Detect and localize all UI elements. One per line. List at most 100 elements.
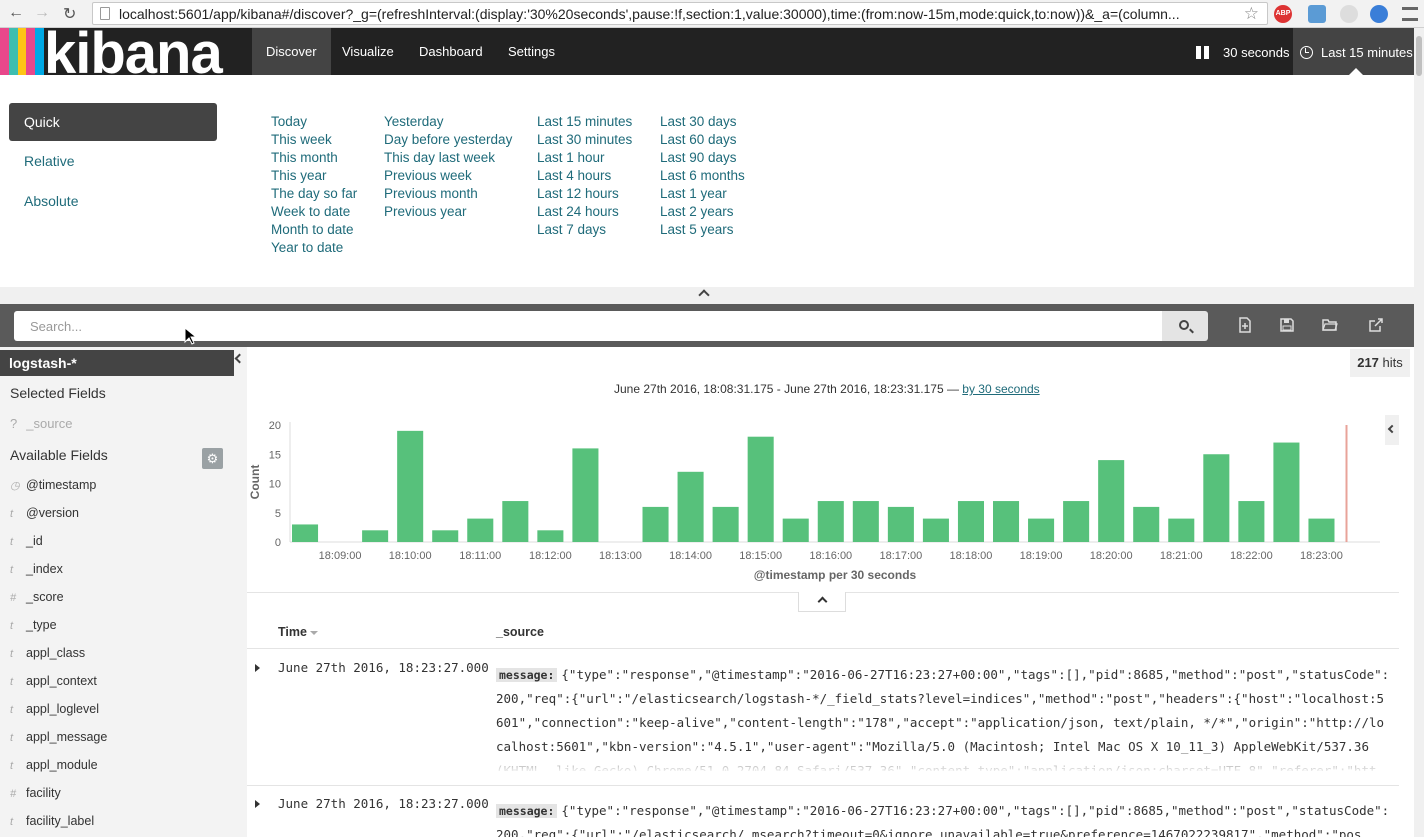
tab-dashboard[interactable]: Dashboard: [419, 44, 483, 59]
page-scrollbar[interactable]: [1414, 28, 1424, 837]
field-item[interactable]: t appl_context: [10, 674, 97, 688]
chart-bar[interactable]: [957, 501, 984, 542]
field-item[interactable]: ◷ @timestamp: [10, 478, 97, 492]
quick-range-link[interactable]: This year: [271, 168, 327, 183]
field-item[interactable]: t _index: [10, 562, 63, 576]
chart-bar[interactable]: [677, 471, 704, 542]
quick-range-link[interactable]: The day so far: [271, 186, 358, 201]
quick-range-link[interactable]: Year to date: [271, 240, 344, 255]
quick-range-link[interactable]: Last 6 months: [660, 168, 745, 183]
quick-range-link[interactable]: Last 90 days: [660, 150, 737, 165]
quick-range-link[interactable]: Week to date: [271, 204, 351, 219]
timepicker-toggle[interactable]: Last 15 minutes: [1293, 28, 1414, 75]
field-item[interactable]: t appl_loglevel: [10, 702, 99, 716]
tab-discover[interactable]: Discover: [252, 28, 331, 75]
chart-bar[interactable]: [1063, 501, 1090, 542]
field-item[interactable]: # _score: [10, 590, 64, 604]
tab-settings[interactable]: Settings: [508, 44, 555, 59]
chart-bar[interactable]: [467, 518, 494, 542]
chart-bar[interactable]: [817, 501, 844, 542]
chart-bar[interactable]: [1238, 501, 1265, 542]
gear-icon[interactable]: ⚙: [202, 448, 223, 469]
collapse-chart-button[interactable]: [798, 592, 846, 612]
search-input[interactable]: [14, 311, 1164, 341]
column-header-source[interactable]: _source: [496, 625, 544, 639]
quick-range-link[interactable]: Last 1 hour: [537, 150, 605, 165]
chart-bar[interactable]: [292, 524, 319, 542]
quick-range-link[interactable]: Previous year: [384, 204, 467, 219]
adblock-icon[interactable]: ABP: [1274, 5, 1292, 23]
chart-bar[interactable]: [397, 430, 424, 542]
quick-range-link[interactable]: Last 60 days: [660, 132, 737, 147]
quick-range-link[interactable]: Last 12 hours: [537, 186, 619, 201]
quick-range-link[interactable]: Last 5 years: [660, 222, 734, 237]
chart-bar[interactable]: [1098, 460, 1125, 542]
table-row[interactable]: June 27th 2016, 18:23:27.000 message: {"t…: [247, 792, 1399, 837]
chart-bar[interactable]: [1308, 518, 1335, 542]
chart-bar[interactable]: [1133, 506, 1160, 542]
chart-bar[interactable]: [432, 530, 459, 542]
selected-field-source[interactable]: ? _source: [10, 416, 73, 431]
field-item[interactable]: t facility_label: [10, 814, 95, 828]
quick-range-link[interactable]: Last 4 hours: [537, 168, 612, 183]
chart-bar[interactable]: [1203, 454, 1230, 542]
kibana-logo[interactable]: kibana: [0, 28, 232, 75]
pause-icon[interactable]: [1196, 46, 1209, 59]
field-item[interactable]: # facility: [10, 786, 61, 800]
extension-ghost-icon[interactable]: [1308, 5, 1326, 23]
chart-bar[interactable]: [782, 518, 809, 542]
field-item[interactable]: t appl_class: [10, 646, 86, 660]
forward-icon[interactable]: →: [34, 4, 50, 21]
field-item[interactable]: t _type: [10, 618, 57, 632]
field-item[interactable]: t _id: [10, 534, 43, 548]
bookmark-star-icon[interactable]: ☆: [1243, 4, 1259, 23]
chart-bar[interactable]: [887, 506, 914, 542]
quick-range-link[interactable]: Last 24 hours: [537, 204, 619, 219]
mode-relative[interactable]: Relative: [24, 153, 75, 169]
mode-absolute[interactable]: Absolute: [24, 193, 79, 209]
refresh-interval-label[interactable]: 30 seconds: [1223, 45, 1290, 60]
expand-row-icon[interactable]: [255, 664, 260, 672]
quick-range-link[interactable]: Last 30 minutes: [537, 132, 633, 147]
quick-range-link[interactable]: Last 7 days: [537, 222, 607, 237]
chart-bar[interactable]: [537, 530, 564, 542]
chart-bar[interactable]: [572, 448, 599, 542]
chart-bar[interactable]: [1273, 442, 1300, 542]
collapse-sidebar-icon[interactable]: [234, 353, 245, 364]
quick-range-link[interactable]: Yesterday: [384, 114, 444, 129]
chart-bar[interactable]: [502, 501, 529, 542]
new-search-icon[interactable]: [1237, 317, 1253, 333]
chart-bar[interactable]: [1028, 518, 1055, 542]
quick-range-link[interactable]: Last 1 year: [660, 186, 727, 201]
menu-icon[interactable]: [1402, 7, 1418, 21]
extension-sync-icon[interactable]: [1340, 5, 1358, 23]
collapse-timepicker[interactable]: [0, 287, 1414, 304]
chart-bar[interactable]: [712, 506, 739, 542]
mode-quick[interactable]: Quick: [9, 103, 217, 141]
address-bar[interactable]: localhost:5601/app/kibana#/discover?_g=(…: [92, 2, 1268, 25]
chart-bar[interactable]: [1168, 518, 1195, 542]
extension-globe-icon[interactable]: [1370, 5, 1388, 23]
open-search-icon[interactable]: [1322, 317, 1338, 333]
chart-bar[interactable]: [642, 506, 669, 542]
index-pattern-title[interactable]: logstash-*: [0, 350, 234, 376]
quick-range-link[interactable]: Previous week: [384, 168, 472, 183]
quick-range-link[interactable]: Day before yesterday: [384, 132, 513, 147]
field-item[interactable]: t appl_module: [10, 758, 98, 772]
expand-row-icon[interactable]: [255, 800, 260, 808]
tab-visualize[interactable]: Visualize: [342, 44, 394, 59]
field-item[interactable]: t @version: [10, 506, 79, 520]
quick-range-link[interactable]: This month: [271, 150, 338, 165]
column-header-time[interactable]: Time: [278, 625, 318, 639]
chart-bar[interactable]: [852, 501, 879, 542]
reload-icon[interactable]: ↻: [63, 6, 77, 23]
interval-link[interactable]: by 30 seconds: [962, 382, 1040, 396]
chart-bar[interactable]: [747, 436, 774, 542]
histogram-chart[interactable]: 0 5 10 15 20 18:09:00 18:10:00 18:11:00 18:12:00…: [247, 410, 1387, 585]
quick-range-link[interactable]: Last 30 days: [660, 114, 737, 129]
chart-bar[interactable]: [362, 530, 389, 542]
sort-icon[interactable]: [309, 630, 318, 635]
quick-range-link[interactable]: This week: [271, 132, 332, 147]
quick-range-link[interactable]: Previous month: [384, 186, 478, 201]
search-button[interactable]: [1162, 311, 1208, 341]
